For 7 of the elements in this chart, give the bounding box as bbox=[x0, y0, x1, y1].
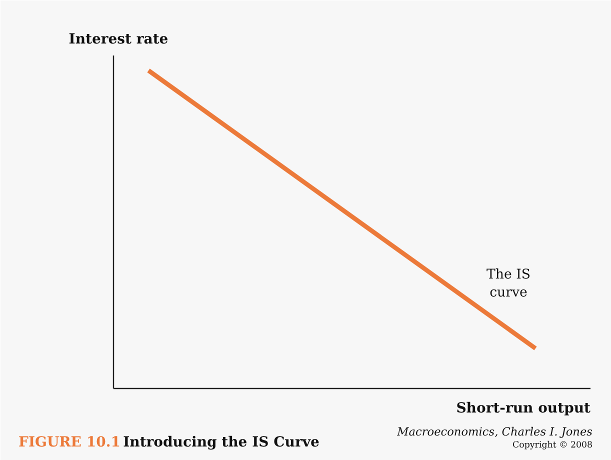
text: Macroeconomics, Charles I. Jones bbox=[396, 424, 593, 438]
caption: FIGURE 10.1 bbox=[18, 434, 120, 450]
annotation: The IS curve bbox=[486, 268, 531, 300]
y-axis-title: Interest rate bbox=[68, 32, 168, 48]
text: Introducing the IS Curve bbox=[123, 434, 320, 450]
text: Copyright © 2008 bbox=[512, 440, 593, 450]
x-axis-title: Short-run output bbox=[456, 400, 592, 416]
